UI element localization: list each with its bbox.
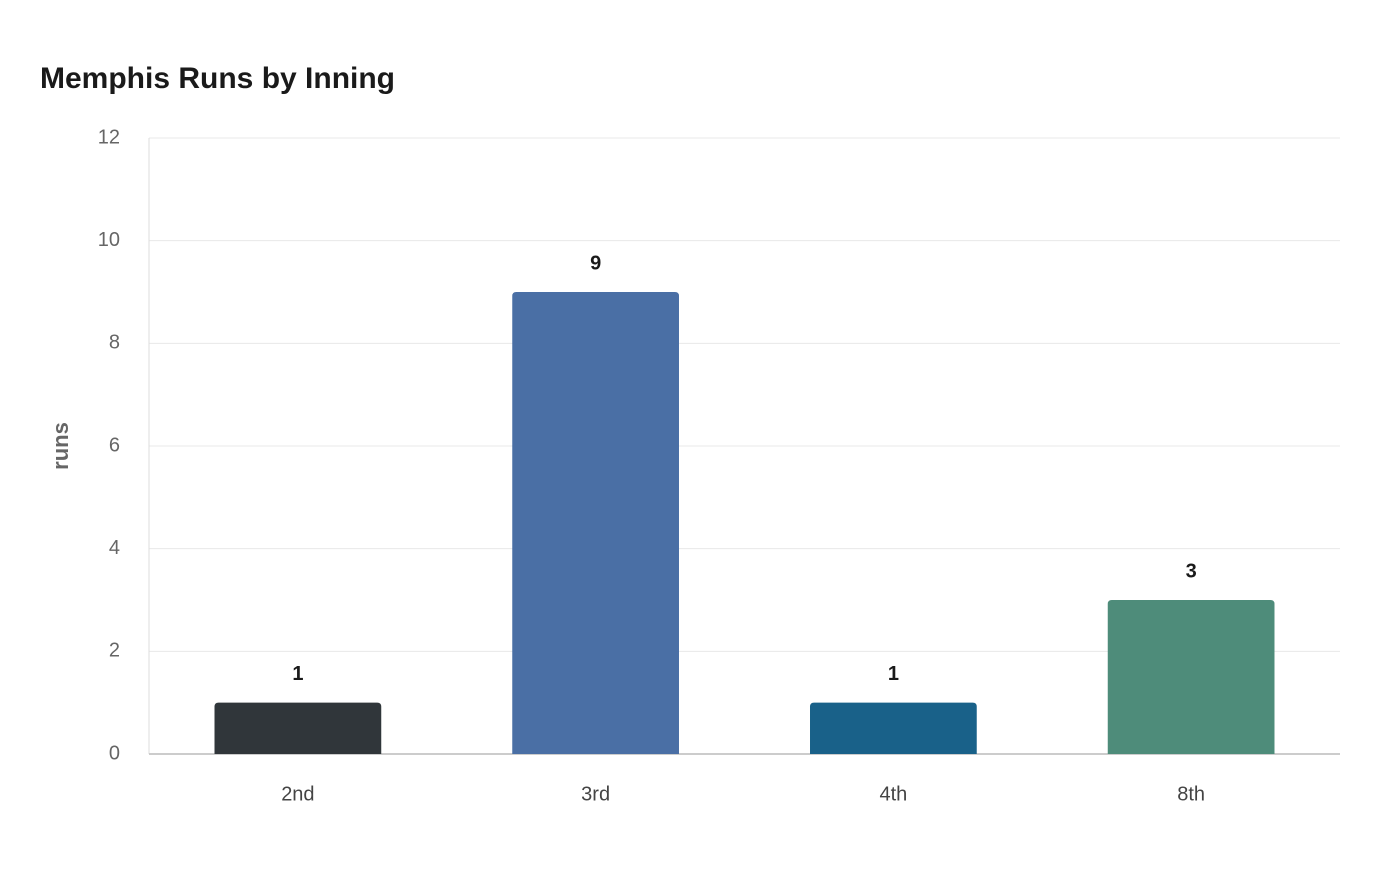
y-axis-label: runs bbox=[48, 422, 73, 470]
bar bbox=[1107, 600, 1275, 754]
x-tick-label: 8th bbox=[1177, 783, 1205, 805]
y-tick-label: 4 bbox=[109, 537, 120, 559]
x-tick-label: 3rd bbox=[581, 783, 610, 805]
value-label: 3 bbox=[1186, 560, 1197, 582]
value-label: 1 bbox=[292, 663, 303, 685]
y-tick-label: 10 bbox=[98, 229, 120, 251]
y-tick-label: 6 bbox=[109, 434, 120, 456]
y-tick-label: 0 bbox=[109, 742, 120, 764]
x-tick-label: 4th bbox=[879, 783, 907, 805]
bar bbox=[214, 702, 382, 754]
value-label: 9 bbox=[590, 252, 601, 274]
value-label: 1 bbox=[888, 663, 899, 685]
y-tick-label: 12 bbox=[98, 126, 120, 148]
y-tick-label: 8 bbox=[109, 332, 120, 354]
x-tick-label: 2nd bbox=[281, 783, 314, 805]
chart-title: Memphis Runs by Inning bbox=[40, 62, 395, 95]
bar bbox=[810, 702, 977, 754]
y-tick-label: 2 bbox=[109, 640, 120, 662]
bar bbox=[512, 292, 679, 754]
